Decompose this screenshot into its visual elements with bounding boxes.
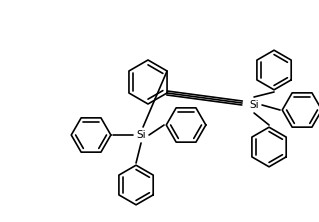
Text: Si: Si (249, 100, 259, 110)
Text: Si: Si (136, 130, 146, 140)
